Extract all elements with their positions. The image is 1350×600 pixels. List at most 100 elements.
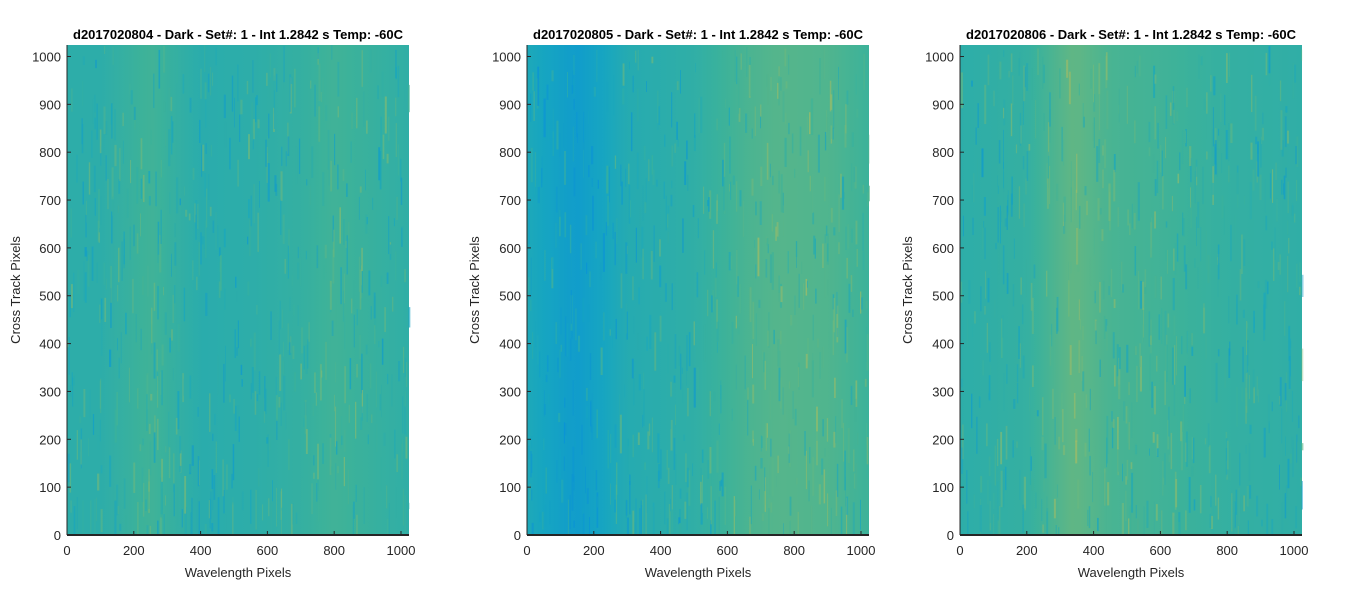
panel-1-streak	[204, 45, 206, 73]
panel-1-streak	[273, 90, 275, 129]
panel-1-streak	[133, 224, 135, 247]
panel-1-streak	[189, 464, 192, 475]
panel-3-streak	[1051, 323, 1053, 347]
panel-2-streak	[722, 51, 724, 59]
panel-3-streak	[1149, 335, 1152, 345]
panel-3-streak	[973, 494, 975, 509]
panel-2-streak	[572, 446, 575, 482]
panel-1-streak	[361, 247, 363, 272]
panel-2-streak	[766, 238, 769, 246]
panel-2-streak	[633, 378, 635, 406]
panel-3-streak	[1048, 151, 1049, 189]
panel-2-y-tick-label: 1000	[492, 49, 521, 64]
panel-2-streak	[770, 77, 772, 91]
panel-3-streak	[1113, 169, 1116, 202]
panel-1-streak	[280, 171, 283, 201]
panel-1-streak	[177, 391, 180, 430]
panel-3-streak	[986, 423, 988, 447]
panel-2-x-tick-label: 1000	[847, 543, 876, 558]
panel-2-streak	[635, 498, 637, 535]
panel-1-streak	[363, 91, 365, 127]
panel-1-streak	[164, 495, 166, 506]
panel-3-streak	[1263, 292, 1266, 330]
panel-1-streak	[250, 489, 252, 524]
panel-2-streak	[543, 390, 545, 417]
panel-3-streak	[1211, 182, 1214, 195]
panel-3-streak	[1106, 90, 1109, 130]
panel-2-streak	[597, 496, 599, 508]
panel-2-streak	[735, 364, 737, 390]
panel-3-streak	[1024, 66, 1026, 88]
panel-1-streak	[314, 84, 316, 117]
panel-1-streak	[365, 344, 368, 355]
panel-3-streak	[1251, 74, 1253, 113]
panel-3-streak	[983, 197, 986, 216]
panel-1-streak	[126, 188, 129, 218]
panel-3-streak	[1082, 103, 1084, 128]
panel-1-streak	[160, 477, 163, 515]
panel-2-streak	[782, 387, 784, 415]
panel-2-streak	[712, 290, 715, 311]
panel-3-streak	[1093, 445, 1096, 484]
panel-1-streak	[332, 249, 335, 284]
panel-1-y-tick-label: 1000	[32, 49, 61, 64]
panel-1-streak	[157, 520, 159, 535]
panel-3-streak	[1139, 55, 1141, 77]
panel-1-y-tick-label: 100	[39, 480, 61, 495]
panel-2-streak	[860, 499, 861, 530]
panel-1-streak	[70, 500, 72, 513]
panel-2-streak	[602, 233, 605, 272]
panel-3-streak	[1292, 62, 1295, 99]
panel-1-streak	[297, 246, 299, 259]
panel-2-streak	[860, 291, 862, 314]
panel-3-streak	[1196, 216, 1197, 246]
panel-1-streak	[248, 134, 250, 160]
panel-2-streak	[692, 463, 694, 477]
panel-2-streak	[755, 313, 757, 346]
panel-2-streak	[639, 508, 641, 535]
panel-3-streak	[1172, 109, 1175, 124]
panel-3-streak	[1207, 423, 1210, 447]
panel-3-streak	[1023, 476, 1026, 511]
panel-3-streak	[1294, 64, 1297, 83]
panel-1-streak	[95, 59, 97, 69]
panel-3-streak	[1184, 397, 1186, 404]
panel-2-streak	[758, 299, 761, 308]
panel-1-streak	[209, 206, 212, 217]
panel-1-streak	[184, 476, 187, 514]
panel-1-streak	[402, 396, 404, 434]
panel-2-streak	[760, 166, 763, 186]
panel-2-streak	[744, 355, 746, 390]
panel-1-streak	[279, 300, 281, 330]
panel-1-streak	[386, 485, 388, 509]
panel-3-streak	[1156, 434, 1159, 457]
panel-3-streak	[1297, 441, 1299, 470]
panel-3-streak	[1237, 172, 1239, 208]
panel-1-streak	[305, 429, 308, 454]
panel-3-streak	[1285, 436, 1286, 456]
panel-1-streak	[231, 473, 233, 489]
panel-2-streak	[607, 430, 609, 469]
panel-3-streak	[1025, 259, 1027, 297]
panel-2-streak	[564, 397, 566, 408]
panel-3-streak	[1228, 165, 1230, 183]
panel-3-streak	[1084, 442, 1087, 457]
panel-2-streak	[686, 492, 688, 531]
panel-2-streak	[703, 324, 706, 362]
panel-1-streak	[215, 212, 217, 250]
panel-1-streak	[313, 455, 315, 466]
panel-3-streak	[1205, 101, 1207, 140]
panel-2-streak	[664, 134, 666, 147]
panel-2-streak	[572, 54, 575, 75]
panel-2-streak	[765, 484, 766, 505]
panel-1-streak	[196, 276, 198, 291]
panel-3-streak	[1003, 162, 1004, 189]
panel-2-streak	[574, 434, 575, 469]
panel-2-streak	[636, 152, 639, 190]
panel-1-streak	[148, 196, 151, 206]
panel-1-streak	[254, 391, 257, 415]
panel-1-streak	[343, 315, 346, 350]
panel-2-streak	[783, 523, 784, 535]
panel-3-heatmap-texture	[960, 46, 1304, 535]
panel-3-streak	[1296, 179, 1298, 202]
